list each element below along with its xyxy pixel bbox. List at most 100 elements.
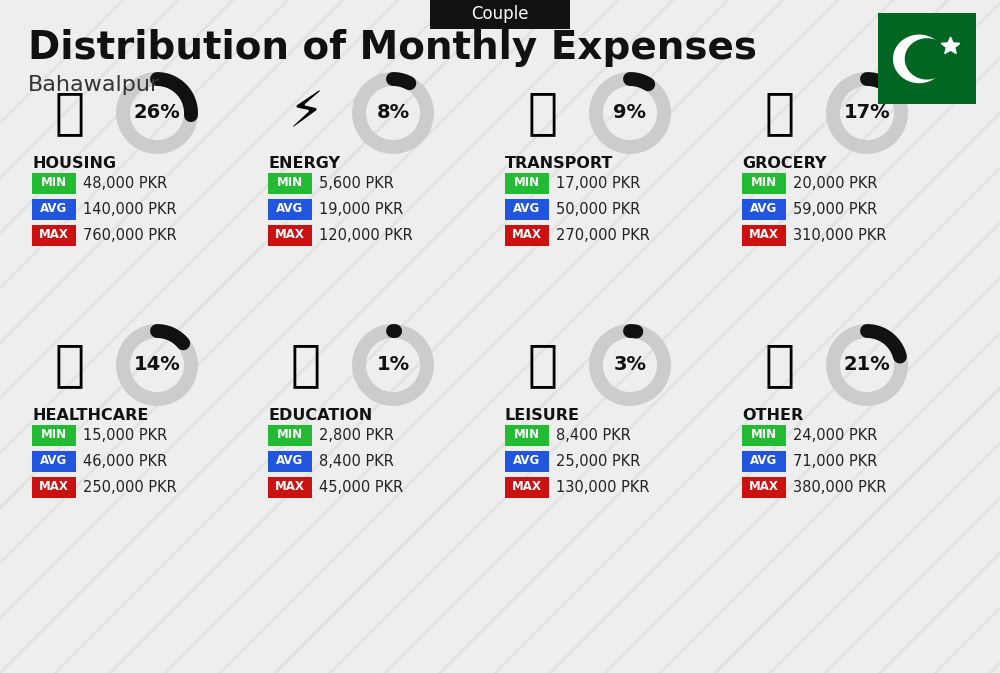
Text: TRANSPORT: TRANSPORT: [505, 156, 613, 171]
FancyBboxPatch shape: [430, 0, 570, 29]
Text: 59,000 PKR: 59,000 PKR: [793, 201, 877, 217]
Polygon shape: [941, 37, 960, 54]
Text: AVG: AVG: [40, 203, 68, 215]
Text: 71,000 PKR: 71,000 PKR: [793, 454, 877, 468]
FancyBboxPatch shape: [742, 199, 786, 219]
Text: 8%: 8%: [376, 104, 410, 122]
FancyBboxPatch shape: [32, 450, 76, 472]
Text: GROCERY: GROCERY: [742, 156, 826, 171]
Text: MAX: MAX: [275, 229, 305, 242]
Text: 130,000 PKR: 130,000 PKR: [556, 479, 650, 495]
Text: 120,000 PKR: 120,000 PKR: [319, 227, 413, 242]
Text: 760,000 PKR: 760,000 PKR: [83, 227, 177, 242]
Text: 9%: 9%: [614, 104, 646, 122]
Text: 25,000 PKR: 25,000 PKR: [556, 454, 640, 468]
Text: 50,000 PKR: 50,000 PKR: [556, 201, 640, 217]
Text: 24,000 PKR: 24,000 PKR: [793, 427, 877, 443]
Text: 20,000 PKR: 20,000 PKR: [793, 176, 878, 190]
Polygon shape: [894, 35, 945, 83]
Text: 15,000 PKR: 15,000 PKR: [83, 427, 167, 443]
FancyBboxPatch shape: [268, 199, 312, 219]
Text: AVG: AVG: [750, 203, 778, 215]
Text: Bahawalpur: Bahawalpur: [28, 75, 160, 95]
FancyBboxPatch shape: [505, 476, 549, 497]
Text: OTHER: OTHER: [742, 408, 803, 423]
Text: MAX: MAX: [39, 481, 69, 493]
FancyBboxPatch shape: [505, 425, 549, 446]
Text: AVG: AVG: [513, 203, 541, 215]
FancyBboxPatch shape: [32, 476, 76, 497]
FancyBboxPatch shape: [742, 172, 786, 194]
Text: MIN: MIN: [41, 176, 67, 190]
Text: 17%: 17%: [844, 104, 890, 122]
Text: MIN: MIN: [277, 176, 303, 190]
Text: EDUCATION: EDUCATION: [268, 408, 372, 423]
Text: MIN: MIN: [277, 429, 303, 441]
Text: 💰: 💰: [765, 341, 795, 389]
FancyBboxPatch shape: [505, 225, 549, 246]
Text: 2,800 PKR: 2,800 PKR: [319, 427, 394, 443]
Text: MAX: MAX: [749, 481, 779, 493]
Text: ENERGY: ENERGY: [268, 156, 340, 171]
Text: MAX: MAX: [749, 229, 779, 242]
FancyBboxPatch shape: [32, 225, 76, 246]
Text: HOUSING: HOUSING: [32, 156, 116, 171]
Text: AVG: AVG: [750, 454, 778, 468]
Text: 🏢: 🏢: [55, 89, 85, 137]
Text: 5,600 PKR: 5,600 PKR: [319, 176, 394, 190]
Text: 48,000 PKR: 48,000 PKR: [83, 176, 167, 190]
FancyBboxPatch shape: [268, 450, 312, 472]
FancyBboxPatch shape: [32, 172, 76, 194]
Text: 250,000 PKR: 250,000 PKR: [83, 479, 177, 495]
Text: AVG: AVG: [40, 454, 68, 468]
Text: 310,000 PKR: 310,000 PKR: [793, 227, 887, 242]
Text: 140,000 PKR: 140,000 PKR: [83, 201, 177, 217]
Text: 🛍: 🛍: [528, 341, 558, 389]
Text: 🛒: 🛒: [765, 89, 795, 137]
Text: 46,000 PKR: 46,000 PKR: [83, 454, 167, 468]
FancyBboxPatch shape: [32, 425, 76, 446]
Text: 26%: 26%: [134, 104, 180, 122]
Text: MAX: MAX: [275, 481, 305, 493]
Text: AVG: AVG: [276, 454, 304, 468]
Text: MIN: MIN: [514, 176, 540, 190]
Text: 17,000 PKR: 17,000 PKR: [556, 176, 640, 190]
Text: MAX: MAX: [512, 229, 542, 242]
Text: LEISURE: LEISURE: [505, 408, 580, 423]
FancyBboxPatch shape: [268, 225, 312, 246]
Text: MIN: MIN: [751, 429, 777, 441]
Text: 🎓: 🎓: [291, 341, 321, 389]
Text: 19,000 PKR: 19,000 PKR: [319, 201, 403, 217]
Text: MAX: MAX: [512, 481, 542, 493]
FancyBboxPatch shape: [268, 425, 312, 446]
FancyBboxPatch shape: [742, 225, 786, 246]
Text: MIN: MIN: [41, 429, 67, 441]
Text: Couple: Couple: [471, 5, 529, 23]
Text: 270,000 PKR: 270,000 PKR: [556, 227, 650, 242]
FancyBboxPatch shape: [268, 172, 312, 194]
Text: MIN: MIN: [514, 429, 540, 441]
FancyBboxPatch shape: [871, 7, 983, 110]
Text: 45,000 PKR: 45,000 PKR: [319, 479, 403, 495]
Text: AVG: AVG: [513, 454, 541, 468]
Text: 🏥: 🏥: [55, 341, 85, 389]
Text: 🚌: 🚌: [528, 89, 558, 137]
Text: 8,400 PKR: 8,400 PKR: [556, 427, 631, 443]
FancyBboxPatch shape: [505, 172, 549, 194]
Text: 8,400 PKR: 8,400 PKR: [319, 454, 394, 468]
Text: 380,000 PKR: 380,000 PKR: [793, 479, 887, 495]
FancyBboxPatch shape: [505, 450, 549, 472]
Text: 3%: 3%: [614, 355, 646, 374]
Text: 21%: 21%: [844, 355, 890, 374]
Text: HEALTHCARE: HEALTHCARE: [32, 408, 148, 423]
Text: MIN: MIN: [751, 176, 777, 190]
Text: 1%: 1%: [376, 355, 410, 374]
FancyBboxPatch shape: [742, 425, 786, 446]
FancyBboxPatch shape: [742, 450, 786, 472]
Text: MAX: MAX: [39, 229, 69, 242]
Polygon shape: [905, 39, 949, 79]
Text: 14%: 14%: [134, 355, 180, 374]
FancyBboxPatch shape: [742, 476, 786, 497]
FancyBboxPatch shape: [505, 199, 549, 219]
Text: Distribution of Monthly Expenses: Distribution of Monthly Expenses: [28, 29, 757, 67]
